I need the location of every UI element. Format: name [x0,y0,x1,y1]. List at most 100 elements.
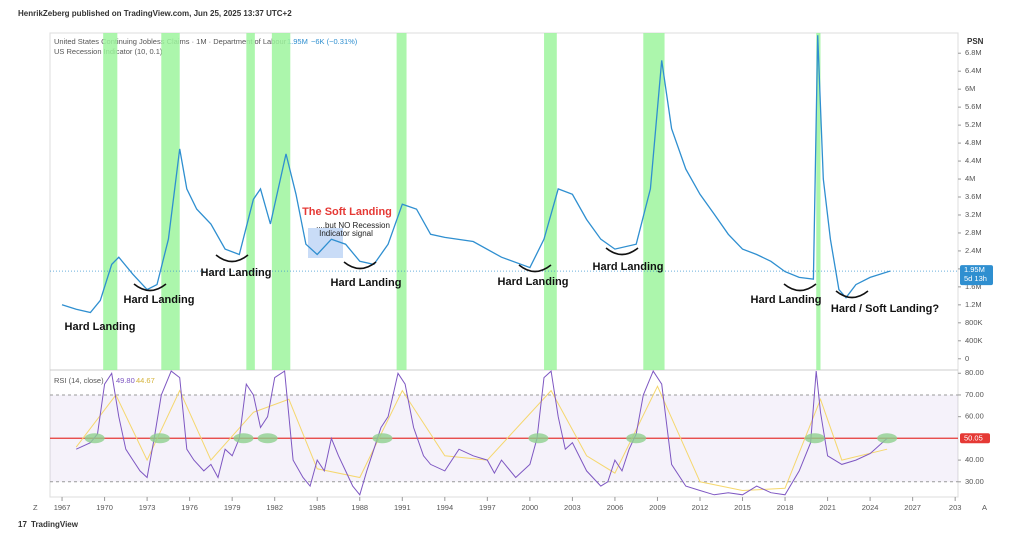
y-tick-label: 5.6M [965,102,982,111]
annotation: Indicator signal [319,229,373,238]
annotation: Hard / Soft Landing? [831,303,939,315]
x-tick-label: 1970 [96,503,113,512]
signal-marker [257,433,278,444]
y-tick-label: 30.00 [965,477,984,486]
signal-marker [233,433,254,444]
landing-curve [133,283,167,292]
annotation: Hard Landing [124,294,195,306]
brand-logo: 17 [18,520,27,529]
signal-marker [877,433,898,444]
annotation: Hard Landing [751,294,822,306]
y-tick-label: 2.8M [965,228,982,237]
currency: PSN [967,37,984,46]
series-line [61,35,891,314]
corner-right: A [982,503,987,512]
signal-marker [372,433,393,444]
y-tick-label: 6M [965,84,975,93]
recession-band [643,33,665,370]
brand: TradingView [31,520,79,529]
change: −6K (−0.31%) [311,37,358,46]
plot-frame [49,32,959,498]
y-tick-label: 70.00 [965,390,984,399]
recession-band [396,33,407,370]
x-tick-label: 203 [949,503,962,512]
landing-curve [605,247,639,256]
y-tick-label: 4M [965,174,975,183]
x-tick-label: 2027 [904,503,921,512]
annotation: ....but NO Recession [316,221,390,230]
y-tick-label: 2.4M [965,246,982,255]
y-tick-label: 80.00 [965,368,984,377]
annotation: Hard Landing [201,267,272,279]
last-value: 1.95M [287,37,308,46]
x-tick-label: 2012 [692,503,709,512]
soft-landing-box [308,228,343,258]
x-tick-label: 2015 [734,503,751,512]
recession-band [161,33,180,370]
x-tick-label: 1988 [351,503,368,512]
annotation: Hard Landing [65,321,136,333]
price-tag-label: 1.95M [964,265,985,274]
x-tick-label: 2000 [522,503,539,512]
recession-band [246,33,255,370]
ma-value: 44.67 [136,376,155,385]
rsi-title: RSI (14, close) [54,376,104,385]
rsi-tag-label: 50.05 [964,433,983,442]
landing-curve [835,290,869,299]
x-tick-label: 2006 [607,503,624,512]
x-tick-label: 1985 [309,503,326,512]
landing-curve [215,254,249,263]
y-tick-label: 6.4M [965,66,982,75]
y-tick-label: 1.2M [965,300,982,309]
x-tick-label: 2003 [564,503,581,512]
annotation: Hard Landing [331,277,402,289]
recession-band [271,33,291,370]
y-tick-label: 3.2M [965,210,982,219]
x-tick-label: 1997 [479,503,496,512]
x-tick-label: 1991 [394,503,411,512]
y-tick-label: 4.4M [965,156,982,165]
recession-band [103,33,118,370]
y-tick-label: 5.2M [965,120,982,129]
x-tick-label: 1967 [54,503,71,512]
annotation: Hard Landing [498,276,569,288]
x-tick-label: 2021 [819,503,836,512]
price-tag [960,265,993,286]
x-tick-label: 2018 [777,503,794,512]
x-tick-label: 1994 [436,503,453,512]
annotation: Hard Landing [593,261,664,273]
x-tick-label: 1979 [224,503,241,512]
x-tick-label: 2009 [649,503,666,512]
signal-marker [149,433,170,444]
recession-band [816,33,821,370]
corner-left: Z [33,503,38,512]
landing-curve [518,264,552,273]
series-line [75,370,888,496]
y-tick-label: 4.8M [965,138,982,147]
x-tick-label: 1976 [181,503,198,512]
signal-marker [528,433,549,444]
landing-curve [783,283,817,292]
y-tick-label: 60.00 [965,412,984,421]
x-tick-label: 1973 [139,503,156,512]
signal-marker [804,433,825,444]
y-tick-label: 400K [965,336,983,345]
signal-marker [84,433,105,444]
y-tick-label: 6.8M [965,48,982,57]
rsi-tag [960,433,990,444]
annotation: The Soft Landing [302,206,392,218]
y-tick-label: 40.00 [965,455,984,464]
y-tick-label: 3.6M [965,192,982,201]
landing-curve [343,261,377,270]
y-tick-label: 800K [965,318,983,327]
rsi-value: 49.80 [116,376,135,385]
publisher: HenrikZeberg published on TradingView.co… [18,9,292,18]
signal-marker [626,433,647,444]
y-tick-label: 0 [965,354,969,363]
x-tick-label: 1982 [266,503,283,512]
x-tick-label: 2024 [862,503,879,512]
y-tick-label: 1.6M [965,282,982,291]
countdown: 5d 13h [964,274,987,283]
recession-band [544,33,557,370]
